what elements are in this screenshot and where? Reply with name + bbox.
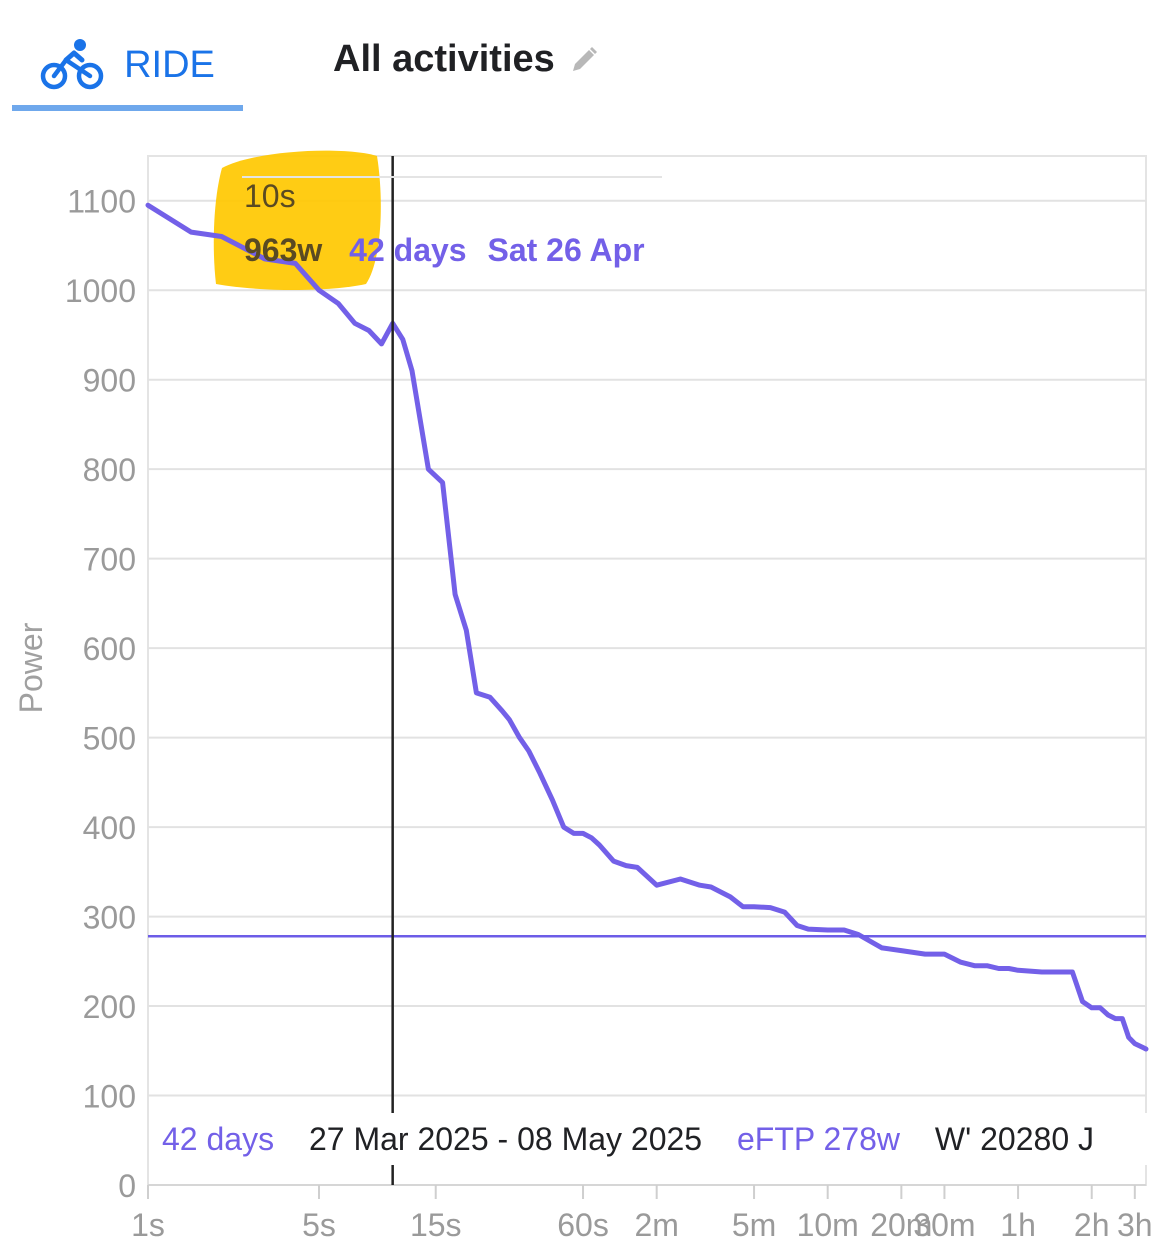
- tab-ride[interactable]: RIDE: [12, 20, 243, 110]
- x-tick-label: 30m: [913, 1207, 975, 1243]
- tab-active-indicator: [12, 105, 243, 111]
- footer-period: 42 days: [162, 1121, 274, 1157]
- footer-backdrop: [150, 1113, 1150, 1165]
- power-curve-line[interactable]: [145, 202, 1149, 1052]
- footer-eftp: eFTP 278w: [737, 1121, 901, 1157]
- x-tick-label: 3h: [1117, 1207, 1153, 1243]
- y-tick-label: 200: [83, 989, 136, 1025]
- y-tick-label: 600: [83, 631, 136, 667]
- plot-frame: [147, 155, 1147, 1186]
- x-tick-label: 2h: [1074, 1207, 1110, 1243]
- y-axis-ticks: 0 100 200 300 400 500 600 700 800 900 1000 1100: [65, 184, 136, 1204]
- tooltip-value: 963w 42 days Sat 26 Apr: [244, 232, 645, 268]
- footer-range: 27 Mar 2025 - 08 May 2025: [309, 1121, 702, 1157]
- y-tick-label: 1000: [65, 273, 136, 309]
- x-tick-label: 10m: [797, 1207, 859, 1243]
- x-tick-label: 20m: [870, 1207, 932, 1243]
- x-tick-label: 1s: [131, 1207, 165, 1243]
- tab-ride-label: RIDE: [124, 43, 215, 86]
- activities-filter[interactable]: All activities: [333, 38, 599, 81]
- y-tick-label: 700: [83, 542, 136, 578]
- activities-filter-label: All activities: [333, 38, 555, 80]
- x-tick-label: 2m: [634, 1207, 678, 1243]
- x-tick-label: 5m: [732, 1207, 776, 1243]
- chart-grid: [147, 155, 1147, 1186]
- tooltip-duration: 10s: [244, 178, 296, 214]
- pencil-icon[interactable]: [569, 45, 599, 75]
- x-tick-label: 1h: [1000, 1207, 1036, 1243]
- bike-icon: [40, 39, 104, 90]
- activity-type-tabs: RIDE All activities: [0, 0, 1170, 112]
- y-tick-label: 1100: [67, 184, 136, 220]
- chart-footer: 42 days 27 Mar 2025 - 08 May 2025 eFTP 2…: [162, 1121, 1094, 1157]
- y-tick-label: 100: [83, 1079, 136, 1115]
- y-tick-label: 0: [118, 1168, 136, 1204]
- tooltip-power: 963w: [244, 232, 322, 268]
- y-tick-label: 900: [83, 363, 136, 399]
- tooltip-period: 42 days: [349, 232, 466, 268]
- x-tick-label: 60s: [557, 1207, 609, 1243]
- x-tick-label: 5s: [302, 1207, 336, 1243]
- footer-wprime: W' 20280 J: [935, 1121, 1094, 1157]
- y-axis-label: Power: [13, 622, 49, 713]
- tooltip-date: Sat 26 Apr: [487, 232, 644, 268]
- y-tick-label: 300: [83, 900, 136, 936]
- x-tick-label: 15s: [410, 1207, 462, 1243]
- y-tick-label: 400: [83, 810, 136, 846]
- y-tick-label: 500: [83, 721, 136, 757]
- y-tick-label: 800: [83, 452, 136, 488]
- tooltip-border: [242, 176, 662, 178]
